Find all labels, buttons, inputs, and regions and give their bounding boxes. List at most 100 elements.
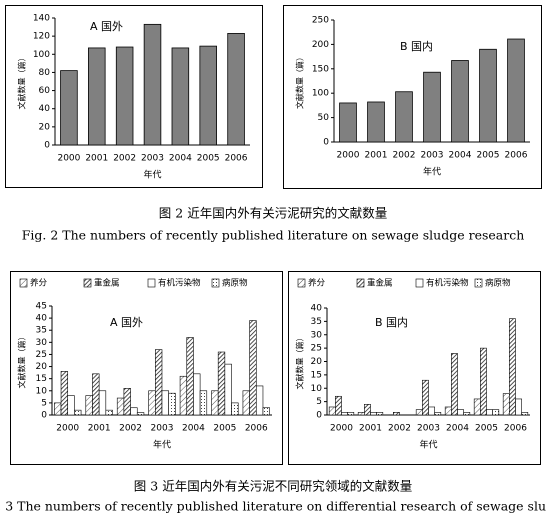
bar	[395, 91, 413, 143]
legend-swatch	[297, 278, 306, 288]
bar	[88, 47, 106, 146]
bar	[480, 347, 487, 416]
bar	[136, 412, 145, 416]
legend-swatch	[211, 278, 220, 288]
bar	[339, 102, 357, 143]
bar	[60, 70, 78, 146]
bar	[393, 412, 400, 416]
bar	[457, 409, 464, 416]
bar	[422, 379, 429, 416]
chart-frame	[283, 5, 542, 189]
y-tick-label: 5	[316, 397, 322, 407]
x-tick-label: 2002	[113, 154, 136, 164]
x-tick-label: 2006	[504, 424, 527, 434]
bar	[130, 407, 138, 416]
bar	[262, 407, 270, 416]
bar	[507, 38, 525, 143]
y-tick-label: 200	[312, 40, 329, 50]
bar	[473, 398, 481, 416]
chart-frame	[288, 271, 541, 465]
bar	[85, 395, 93, 416]
y-axis-label: 文献数量（篇）	[17, 333, 27, 389]
bar	[155, 349, 163, 416]
x-axis-label: 年代	[143, 169, 161, 181]
bar	[521, 412, 529, 416]
bar	[105, 409, 113, 416]
bar	[451, 60, 469, 143]
legend-swatch	[147, 278, 156, 288]
caption: 图 2 近年国内外有关污泥研究的文献数量	[159, 206, 387, 221]
y-tick-label: 30	[311, 330, 323, 340]
y-tick-label: 0	[316, 411, 322, 421]
bar	[217, 351, 226, 416]
y-tick-label: 140	[33, 14, 50, 24]
y-tick-label: 250	[312, 16, 329, 26]
x-tick-label: 2001	[359, 424, 382, 434]
bar	[341, 412, 348, 416]
bar	[171, 47, 190, 146]
x-tick-label: 2002	[388, 424, 411, 434]
legend-label: 重金属	[94, 278, 120, 289]
y-tick-label: 45	[36, 302, 47, 312]
bar	[335, 395, 342, 416]
bar	[92, 373, 100, 416]
y-tick-label: 10	[311, 384, 323, 394]
x-tick-label: 2004	[446, 424, 469, 434]
bar	[211, 390, 219, 416]
bar	[168, 392, 176, 416]
bar	[193, 373, 201, 416]
bar	[502, 393, 510, 416]
x-tick-label: 2004	[449, 151, 472, 161]
y-tick-label: 40	[36, 314, 48, 324]
bar	[67, 395, 75, 416]
bar	[370, 412, 377, 416]
y-tick-label: 150	[312, 64, 329, 74]
y-axis-label: 文献数量（篇）	[17, 54, 27, 110]
bar	[515, 398, 522, 416]
legend-label: 有机污染物	[426, 278, 469, 289]
caption: Fig. 2 The numbers of recently published…	[22, 228, 525, 243]
legend-label: 病原物	[222, 278, 248, 289]
x-tick-label: 2003	[421, 151, 444, 161]
bar	[249, 320, 257, 416]
bar	[367, 101, 385, 143]
x-tick-label: 2000	[337, 151, 360, 161]
y-tick-label: 0	[44, 141, 50, 151]
x-tick-label: 2005	[475, 424, 498, 434]
y-tick-label: 50	[318, 113, 330, 123]
y-tick-label: 15	[311, 370, 322, 380]
y-tick-label: 100	[312, 89, 329, 99]
y-axis-label: 文献数量（篇）	[295, 334, 305, 390]
bar	[415, 409, 423, 416]
legend-label: 养分	[308, 278, 326, 289]
chart-frame	[5, 5, 263, 188]
bar	[148, 390, 156, 416]
bar	[199, 45, 217, 146]
x-axis-label: 年代	[419, 439, 437, 451]
x-tick-label: 2003	[417, 424, 440, 434]
bar	[116, 397, 125, 416]
annotation: A 国外	[110, 316, 143, 329]
x-tick-label: 2004	[169, 154, 192, 164]
annotation: A 国外	[90, 20, 123, 33]
y-tick-label: 40	[311, 304, 323, 314]
y-tick-label: 25	[36, 350, 47, 360]
x-tick-label: 2003	[141, 154, 164, 164]
bar	[451, 353, 458, 416]
y-tick-label: 0	[41, 411, 47, 421]
legend-swatch	[415, 278, 424, 288]
bar	[242, 390, 250, 416]
chart-frame	[10, 271, 283, 465]
bar	[179, 375, 188, 416]
bar	[231, 402, 239, 416]
bar	[486, 409, 493, 416]
x-tick-label: 2002	[119, 424, 142, 434]
x-tick-label: 2001	[365, 151, 388, 161]
x-tick-label: 2005	[477, 151, 500, 161]
bar	[479, 48, 497, 143]
y-tick-label: 25	[311, 344, 322, 354]
bar	[444, 406, 452, 416]
x-tick-label: 2000	[56, 424, 79, 434]
bar	[428, 406, 435, 416]
bar	[186, 337, 194, 416]
